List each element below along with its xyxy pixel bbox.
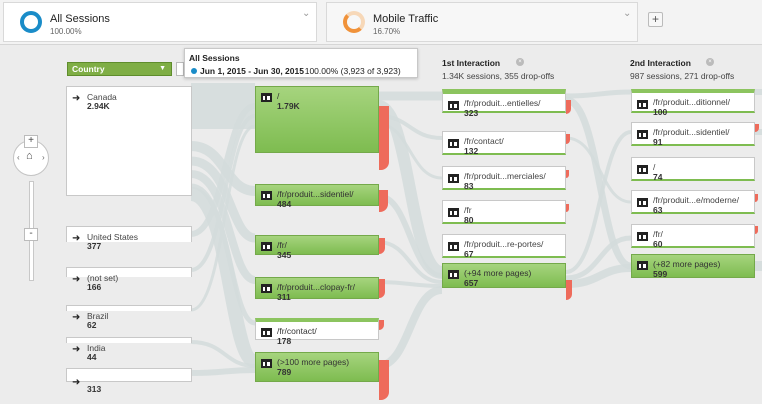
column-title: 1st Interaction [442,58,501,68]
page-icon [448,270,459,279]
arrow-right-icon: ➜ [72,377,81,388]
tooltip-stats: : 100.00% (3,923 of 3,923) [300,66,401,76]
page-node[interactable]: /fr/produit...sidentiel/ 484 [255,184,379,209]
page-icon [261,93,272,102]
page-node[interactable]: /fr/produit...sidentiel/ 91 [631,122,755,147]
arrow-right-icon: ➜ [72,233,81,244]
home-icon[interactable]: ⌂ [26,150,33,162]
segment-percent: 16.70% [373,27,401,36]
dropoff-bar[interactable] [566,280,572,300]
column-subtitle: 987 sessions, 271 drop-offs [630,71,735,81]
chevron-down-icon[interactable]: ⌄ [623,8,632,19]
column-header-2nd-interaction: 2nd Interaction 987 sessions, 271 drop-o… [630,58,734,81]
source-node[interactable]: ➜ United States 377 [66,226,192,251]
page-node[interactable]: /fr/contact/ 132 [442,131,566,156]
page-icon [637,165,648,174]
segment-mobile-traffic[interactable]: Mobile Traffic 16.70% ⌄ [326,2,638,42]
zoom-out-button[interactable]: - [24,228,38,241]
segment-all-sessions[interactable]: All Sessions 100.00% ⌄ [3,2,317,42]
page-icon [448,101,459,110]
page-node[interactable]: /fr/ 60 [631,224,755,249]
page-icon [637,130,648,139]
page-icon [261,242,272,251]
dropoff-bar[interactable] [755,124,759,132]
page-icon [261,328,272,337]
source-node[interactable]: ➜ India 44 [66,337,192,362]
arrow-right-icon: ➜ [72,274,81,285]
dropoff-bar[interactable] [755,194,758,202]
page-node[interactable]: /fr/produit...re-portes/ 67 [442,234,566,259]
page-icon [637,100,648,109]
page-node[interactable]: / 1.79K [255,86,379,153]
chevron-down-icon: ▼ [159,65,166,72]
page-node[interactable]: /fr/contact/ 178 [255,318,379,346]
dropoff-bar[interactable] [379,279,385,298]
page-icon [448,242,459,251]
page-node[interactable]: /fr 80 [442,200,566,225]
arrow-right-icon: ➜ [72,312,81,323]
dropoff-bar[interactable] [566,204,569,212]
page-node[interactable]: /fr/ 345 [255,235,379,260]
page-node[interactable]: /fr/produit...merciales/ 83 [442,166,566,191]
source-node[interactable]: ➜ Canada 2.94K [66,86,192,196]
page-icon [637,232,648,241]
dropoff-bar[interactable] [566,134,570,144]
source-node[interactable]: ➜ 313 [66,368,192,394]
column-header-1st-interaction: 1st Interaction 1.34K sessions, 355 drop… [442,58,554,81]
dropoff-bar[interactable] [379,360,389,400]
page-icon [261,359,272,368]
close-icon[interactable]: × [706,58,714,66]
segment-tooltip: All Sessions Jun 1, 2015 - Jun 30, 2015 … [184,48,418,78]
source-node[interactable]: ➜ Brazil 62 [66,305,192,330]
arrow-right-icon: ➜ [72,93,81,104]
dropoff-bar[interactable] [379,190,388,212]
page-icon [637,261,648,270]
add-segment-button[interactable]: + [648,12,663,27]
dropoff-bar[interactable] [379,238,385,254]
dropoff-bar[interactable] [379,320,384,330]
page-icon [448,174,459,183]
dropoff-bar[interactable] [755,226,758,234]
close-icon[interactable]: × [516,58,524,66]
page-node[interactable]: /fr/produit...entielles/ 323 [442,89,566,118]
dimension-select[interactable]: Country ▼ [67,62,172,76]
flow-paths [189,83,762,376]
page-icon [261,191,272,200]
secondary-dimension-select[interactable] [176,62,184,76]
dropoff-bar[interactable] [379,106,389,170]
column-title: 2nd Interaction [630,58,691,68]
segment-title: All Sessions [50,13,110,25]
page-node[interactable]: /fr/produit...clopay-fr/ 311 [255,277,379,302]
tooltip-title: All Sessions [189,53,240,63]
page-node[interactable]: (+94 more pages) 657 [442,263,566,288]
source-node[interactable]: ➜ (not set) 166 [66,267,192,292]
segment-ring-icon [343,11,365,33]
page-node[interactable]: /fr/produit...e/moderne/ 63 [631,190,755,215]
segment-dot-icon [191,68,197,74]
chevron-down-icon[interactable]: ⌄ [302,8,311,19]
page-node[interactable]: /fr/produit...ditionnel/ 100 [631,89,755,117]
segment-percent: 100.00% [50,27,82,36]
dimension-select-label: Country [72,64,105,74]
dropoff-bar[interactable] [566,100,571,114]
page-node[interactable]: / 74 [631,157,755,182]
segment-ring-icon [20,11,42,33]
zoom-in-button[interactable]: + [24,135,38,148]
page-node[interactable]: (>100 more pages) 789 [255,352,379,382]
page-icon [637,198,648,207]
column-subtitle: 1.34K sessions, 355 drop-offs [442,71,555,81]
page-icon [448,139,459,148]
dropoff-bar[interactable] [566,170,569,178]
page-node[interactable]: (+82 more pages) 599 [631,254,755,279]
page-icon [261,284,272,293]
page-icon [448,208,459,217]
tooltip-date-range: Jun 1, 2015 - Jun 30, 2015 [200,66,304,76]
arrow-right-icon: ➜ [72,344,81,355]
segment-bar: All Sessions 100.00% ⌄ Mobile Traffic 16… [0,0,762,45]
segment-title: Mobile Traffic [373,13,439,25]
